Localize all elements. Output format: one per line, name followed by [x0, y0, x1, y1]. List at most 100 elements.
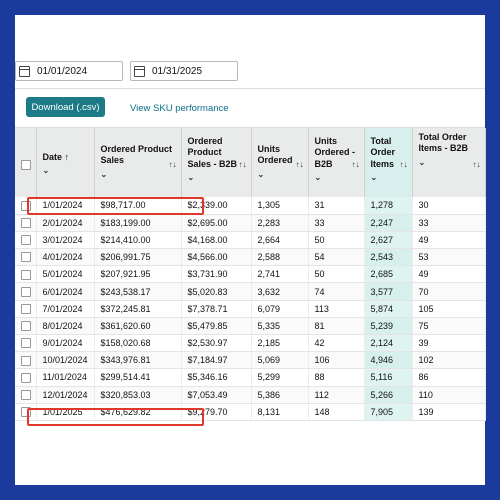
row-checkbox[interactable] — [21, 304, 31, 315]
cell-ordered-product-sales-b2b: $5,346.16 — [181, 368, 252, 387]
table-row[interactable]: 1/01/2024 $98,717.00 $2,339.00 1,305 31 1,278… — [15, 197, 486, 215]
table-header-row: Date ↑ ⌄ Ordered Product Sales ⌄ ↑↓ Orde… — [15, 128, 486, 197]
sort-icon[interactable]: ↑↓ — [238, 160, 247, 169]
row-select-cell — [15, 351, 37, 370]
cell-total-order-items-b2b: 139 — [412, 403, 486, 421]
cell-total-order-items: 2,685 — [364, 265, 413, 284]
cell-units-ordered: 1,305 — [251, 197, 309, 215]
row-checkbox[interactable] — [21, 338, 31, 349]
row-checkbox[interactable] — [21, 269, 31, 280]
select-all-checkbox[interactable] — [21, 159, 31, 170]
row-select-cell — [15, 197, 37, 215]
sort-icon[interactable]: ↑↓ — [295, 160, 304, 169]
cell-ordered-product-sales-b2b: $4,566.00 — [181, 248, 252, 267]
download-csv-button[interactable]: Download (.csv) — [26, 97, 105, 117]
cell-units-ordered: 5,335 — [251, 317, 309, 336]
chevron-down-icon[interactable]: ⌄ — [314, 172, 322, 182]
cell-total-order-items: 7,905 — [364, 403, 413, 421]
cell-units-ordered-b2b: 148 — [308, 403, 365, 421]
header-total-order-items-b2b[interactable]: Total Order Items - B2B ⌄ ↑↓ — [412, 128, 486, 197]
calendar-icon[interactable] — [19, 65, 30, 77]
row-select-cell — [15, 214, 37, 232]
table-row[interactable]: 8/01/2024 $361,620.60 $5,479.85 5,335 81 5,23… — [15, 317, 486, 336]
header-units-ordered-b2b[interactable]: Units Ordered - B2B ⌄ ↑↓ — [308, 128, 365, 197]
row-checkbox[interactable] — [21, 389, 31, 400]
sort-icon[interactable]: ↑↓ — [399, 160, 408, 169]
cell-ordered-product-sales-b2b: $7,184.97 — [181, 351, 252, 370]
table-row[interactable]: 7/01/2024 $372,245.81 $7,378.71 6,079 113 5,8… — [15, 300, 486, 318]
header-ordered-product-sales[interactable]: Ordered Product Sales ⌄ ↑↓ — [94, 128, 182, 197]
chevron-down-icon[interactable]: ⌄ — [257, 169, 265, 179]
chevron-down-icon[interactable]: ⌄ — [370, 172, 378, 182]
row-checkbox[interactable] — [21, 321, 31, 332]
table-row[interactable]: 4/01/2024 $206,991.75 $4,566.00 2,588 54 2,54… — [15, 248, 486, 267]
cell-ordered-product-sales: $361,620.60 — [94, 317, 182, 336]
calendar-icon[interactable] — [134, 65, 145, 77]
cell-units-ordered-b2b: 88 — [308, 368, 365, 387]
cell-units-ordered-b2b: 106 — [308, 351, 365, 370]
table-row[interactable]: 1/01/2025 $476,629.82 $9,279.70 8,131 148 7,9… — [15, 403, 486, 421]
table-row[interactable]: 6/01/2024 $243,538.17 $5,020.83 3,632 74 3,57… — [15, 282, 486, 301]
table-row[interactable]: 3/01/2024 $214,410.00 $4,168.00 2,664 50 2,62… — [15, 231, 486, 250]
row-checkbox[interactable] — [21, 407, 31, 418]
row-checkbox[interactable] — [21, 286, 31, 297]
sort-icon[interactable]: ↑↓ — [168, 160, 177, 169]
row-select-cell — [15, 231, 37, 250]
cell-units-ordered: 5,386 — [251, 386, 309, 404]
cell-ordered-product-sales: $476,629.82 — [94, 403, 182, 421]
sort-icon[interactable]: ↑↓ — [351, 160, 360, 169]
chevron-down-icon[interactable]: ⌄ — [187, 172, 195, 182]
cell-ordered-product-sales: $158,020.68 — [94, 334, 182, 353]
cell-units-ordered-b2b: 112 — [308, 386, 365, 404]
row-checkbox[interactable] — [21, 252, 31, 263]
cell-ordered-product-sales: $214,410.00 — [94, 231, 182, 250]
table-row[interactable]: 11/01/2024 $299,514.41 $5,346.16 5,299 88 5,1… — [15, 368, 486, 387]
cell-ordered-product-sales: $299,514.41 — [94, 368, 182, 387]
header-total-order-items[interactable]: Total Order Items ⌄ ↑↓ — [364, 128, 413, 197]
cell-total-order-items: 5,266 — [364, 386, 413, 404]
cell-date: 4/01/2024 — [36, 248, 95, 267]
header-units-ordered[interactable]: Units Ordered ⌄ ↑↓ — [251, 128, 309, 197]
cell-date: 7/01/2024 — [36, 300, 95, 318]
row-select-cell — [15, 368, 37, 387]
cell-date: 9/01/2024 — [36, 334, 95, 353]
row-checkbox[interactable] — [21, 200, 31, 211]
table-row[interactable]: 12/01/2024 $320,853.03 $7,053.49 5,386 112 5,… — [15, 386, 486, 404]
start-date-input[interactable]: 01/01/2024 — [15, 61, 123, 81]
sales-table: Date ↑ ⌄ Ordered Product Sales ⌄ ↑↓ Orde… — [15, 128, 486, 421]
cell-ordered-product-sales: $320,853.03 — [94, 386, 182, 404]
cell-total-order-items-b2b: 102 — [412, 351, 486, 370]
end-date-input[interactable]: 01/31/2025 — [130, 61, 238, 81]
cell-units-ordered-b2b: 33 — [308, 214, 365, 232]
cell-date: 3/01/2024 — [36, 231, 95, 250]
view-sku-performance-link[interactable]: View SKU performance — [130, 103, 229, 114]
chevron-down-icon[interactable]: ⌄ — [42, 166, 50, 176]
row-checkbox[interactable] — [21, 218, 31, 229]
cell-units-ordered: 6,079 — [251, 300, 309, 318]
header-ordered-product-sales-b2b[interactable]: Ordered Product Sales - B2B ⌄ ↑↓ — [181, 128, 252, 197]
cell-units-ordered-b2b: 42 — [308, 334, 365, 353]
sort-icon[interactable]: ↑↓ — [472, 160, 481, 169]
cell-units-ordered: 3,632 — [251, 282, 309, 301]
cell-units-ordered-b2b: 74 — [308, 282, 365, 301]
table-row[interactable]: 2/01/2024 $183,199.00 $2,695.00 2,283 33 2,24… — [15, 214, 486, 232]
row-checkbox[interactable] — [21, 372, 31, 383]
cell-date: 2/01/2024 — [36, 214, 95, 232]
table-row[interactable]: 9/01/2024 $158,020.68 $2,530.97 2,185 42 2,12… — [15, 334, 486, 353]
table-row[interactable]: 5/01/2024 $207,921.95 $3,731.90 2,741 50 2,68… — [15, 265, 486, 284]
cell-units-ordered-b2b: 50 — [308, 231, 365, 250]
cell-total-order-items: 5,239 — [364, 317, 413, 336]
cell-units-ordered: 2,185 — [251, 334, 309, 353]
end-date-value: 01/31/2025 — [152, 65, 203, 77]
cell-units-ordered-b2b: 50 — [308, 265, 365, 284]
row-checkbox[interactable] — [21, 355, 31, 366]
header-date[interactable]: Date ↑ ⌄ — [36, 128, 95, 197]
chevron-down-icon[interactable]: ⌄ — [100, 169, 108, 179]
row-select-cell — [15, 403, 37, 421]
chevron-down-icon[interactable]: ⌄ — [418, 157, 426, 167]
cell-total-order-items-b2b: 75 — [412, 317, 486, 336]
cell-date: 1/01/2024 — [36, 197, 95, 215]
row-checkbox[interactable] — [21, 235, 31, 246]
table-row[interactable]: 10/01/2024 $343,976.81 $7,184.97 5,069 106 4,… — [15, 351, 486, 370]
cell-total-order-items-b2b: 49 — [412, 231, 486, 250]
